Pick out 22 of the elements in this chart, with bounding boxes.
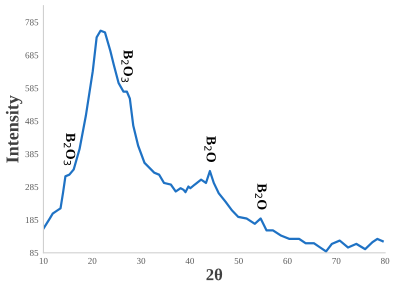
x-tick-label: 50 — [234, 258, 243, 264]
y-tick-label: 685 — [25, 52, 38, 58]
annotation: B$_{2}$O — [255, 184, 267, 210]
x-tick-label: 70 — [332, 258, 340, 264]
x-tick-label: 20 — [88, 258, 96, 264]
y-axis-title: Intensity — [6, 95, 22, 163]
x-tick-label: 60 — [283, 258, 292, 264]
y-tick-label: 185 — [26, 216, 38, 224]
y-tick-label: 485 — [25, 118, 38, 124]
y-tick-label: 585 — [26, 85, 38, 92]
y-tick-label: 785 — [26, 19, 38, 26]
y-tick-label: 385 — [25, 151, 38, 158]
x-tick-label: 30 — [136, 258, 146, 264]
annotation: B$_{2}$O$_{3}$ — [64, 133, 76, 166]
y-tick-label: 85 — [30, 250, 38, 256]
x-axis-title: 2θ — [206, 268, 222, 280]
annotation: B$_{2}$O$_{3}$ — [121, 50, 133, 82]
x-tick-label: 80 — [380, 258, 390, 264]
annotation: B$_{2}$O — [204, 136, 216, 162]
y-tick-label: 285 — [25, 184, 38, 190]
x-tick-label: 10 — [40, 258, 48, 264]
x-tick-label: 40 — [186, 258, 194, 264]
